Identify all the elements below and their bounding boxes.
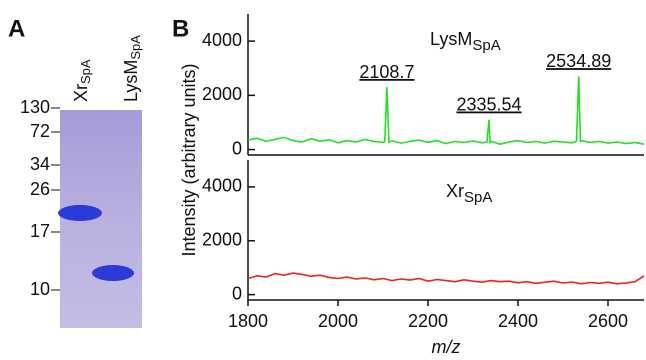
gel-band — [58, 205, 102, 221]
lane-label: LysMSpA — [121, 35, 144, 102]
marker-label: 10 — [30, 279, 50, 299]
y-tick-label: 2000 — [202, 230, 242, 250]
series-name: LysM — [430, 29, 472, 49]
y-tick-label: 0 — [232, 138, 242, 158]
x-tick-label: 1800 — [228, 311, 268, 331]
lane-name: Xr — [71, 84, 91, 102]
y-axis-label: Intensity (arbitrary units) — [179, 63, 199, 256]
x-tick-label: 2400 — [498, 311, 538, 331]
line-series — [248, 273, 644, 284]
marker-label: 17 — [30, 221, 50, 241]
marker-label: 26 — [30, 179, 50, 199]
series-sub: SpA — [472, 37, 500, 54]
marker-label: 34 — [30, 154, 50, 174]
x-tick-label: 2600 — [588, 311, 628, 331]
lane-sub: SpA — [78, 59, 93, 84]
series-name: Xr — [446, 181, 464, 201]
peak-label: 2108.7 — [359, 62, 414, 82]
panel-label: B — [172, 15, 189, 42]
panel-label: A — [8, 15, 25, 42]
marker-label: 130 — [20, 97, 50, 117]
lane-name: LysM — [121, 60, 141, 102]
figure: A B Intensity (arbitrary units) m/z XrSp… — [0, 0, 646, 360]
y-tick-label: 2000 — [202, 84, 242, 104]
y-tick-label: 4000 — [202, 176, 242, 196]
peak-label: 2335.54 — [456, 95, 521, 115]
series-sub: SpA — [464, 189, 492, 206]
marker-label: 72 — [30, 121, 50, 141]
page: A B Intensity (arbitrary units) m/z XrSp… — [0, 0, 646, 360]
series-label: XrSpA — [446, 181, 492, 206]
x-tick-label: 2000 — [318, 311, 358, 331]
gel-band — [92, 265, 134, 281]
line-series — [248, 76, 644, 144]
lane-label: XrSpA — [71, 59, 94, 102]
x-axis-label: m/z — [432, 337, 461, 357]
x-tick-label: 2200 — [408, 311, 448, 331]
lane-sub: SpA — [128, 35, 143, 60]
y-tick-label: 0 — [232, 283, 242, 303]
y-tick-label: 4000 — [202, 30, 242, 50]
series-label: LysMSpA — [430, 29, 501, 54]
peak-label: 2534.89 — [546, 51, 611, 71]
